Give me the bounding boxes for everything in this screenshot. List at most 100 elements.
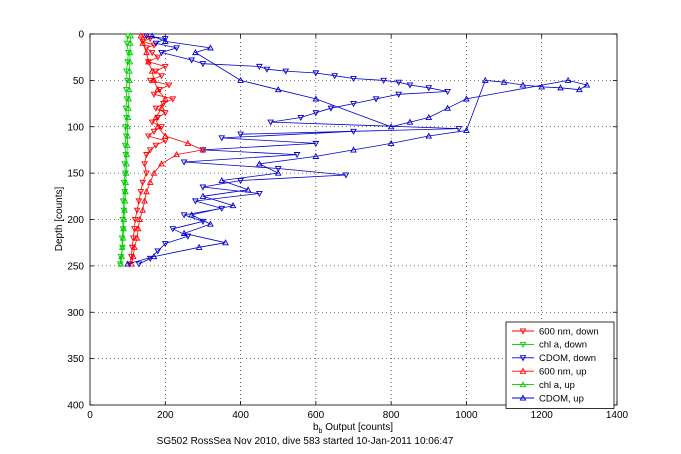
data-point <box>519 381 527 388</box>
data-point <box>143 33 150 40</box>
data-point <box>519 341 527 348</box>
data-point <box>148 119 156 126</box>
data-point <box>274 86 282 93</box>
data-point <box>120 215 128 223</box>
data-point <box>312 152 320 159</box>
legend-entry: 600 nm, up <box>512 367 587 378</box>
legend-label: CDOM, up <box>539 393 584 404</box>
data-point <box>152 113 160 121</box>
data-point <box>128 244 136 251</box>
data-point <box>199 218 207 225</box>
data-point <box>119 243 126 250</box>
data-point <box>124 59 132 66</box>
legend-entry: CDOM, up <box>512 393 584 404</box>
data-point <box>124 132 132 139</box>
data-point <box>387 123 395 130</box>
data-point <box>244 186 252 193</box>
data-point <box>139 179 147 186</box>
data-point <box>395 79 403 86</box>
data-point <box>124 113 132 121</box>
x-tick-label: 600 <box>308 410 325 421</box>
data-point <box>123 151 131 158</box>
data-point <box>139 38 147 45</box>
data-point <box>126 39 134 46</box>
data-point <box>297 114 305 122</box>
data-point <box>154 123 162 130</box>
data-point <box>263 66 271 73</box>
data-point <box>455 126 463 133</box>
data-point <box>463 126 470 133</box>
data-point <box>519 355 527 362</box>
data-point <box>144 133 152 140</box>
data-point <box>122 124 129 131</box>
data-point <box>146 147 154 154</box>
data-point <box>350 146 357 153</box>
data-point <box>135 261 143 268</box>
data-point <box>199 192 207 199</box>
data-point <box>137 32 145 39</box>
series-line <box>127 35 588 265</box>
data-point <box>169 226 177 233</box>
legend-label: chl a, up <box>539 380 575 391</box>
data-point <box>129 253 137 260</box>
data-point <box>119 234 127 241</box>
data-point <box>148 67 156 74</box>
data-point <box>121 197 129 204</box>
data-point <box>312 95 320 102</box>
data-point <box>121 206 128 213</box>
data-point <box>125 86 133 93</box>
data-point <box>133 234 141 241</box>
legend-label: CDOM, down <box>539 353 596 364</box>
data-point <box>350 101 357 108</box>
data-point <box>406 118 414 125</box>
data-point <box>444 104 451 111</box>
series-600-nm-up <box>128 32 207 267</box>
legend: 600 nm, down chl a, down CDOM, down 600 nm,… <box>505 321 615 409</box>
data-point <box>180 212 188 219</box>
x-tick-label: 400 <box>232 410 249 421</box>
data-point <box>173 151 180 158</box>
data-point <box>121 142 129 149</box>
data-point <box>150 169 158 176</box>
data-point <box>139 39 147 46</box>
data-point <box>160 101 167 108</box>
data-point <box>161 241 169 248</box>
data-point <box>158 124 165 131</box>
data-point <box>372 96 380 103</box>
y-tick-label: 0 <box>78 30 84 41</box>
data-point <box>148 32 156 39</box>
data-point <box>173 45 180 52</box>
series-layer <box>116 32 591 268</box>
data-point <box>120 225 127 232</box>
data-point <box>141 197 148 204</box>
data-point <box>121 161 128 168</box>
data-point <box>125 104 132 111</box>
y-tick-label: 200 <box>67 215 84 226</box>
data-point <box>119 198 127 205</box>
data-point <box>131 226 138 233</box>
y-tick-label: 300 <box>67 308 84 319</box>
data-point <box>195 243 203 250</box>
data-point <box>519 367 527 374</box>
data-point <box>152 142 160 149</box>
data-point <box>152 40 160 47</box>
data-point <box>192 198 199 205</box>
data-point <box>117 260 125 267</box>
y-tick-label: 400 <box>67 401 84 412</box>
y-tick-label: 50 <box>73 76 85 87</box>
data-point <box>122 178 130 185</box>
data-point <box>256 63 263 70</box>
data-point <box>564 76 572 83</box>
data-point <box>350 75 357 83</box>
data-point <box>380 77 387 84</box>
data-point <box>188 211 196 218</box>
data-point <box>136 215 144 223</box>
legend-label: chl a, down <box>539 340 587 351</box>
data-point <box>165 82 173 89</box>
y-tick-label: 250 <box>67 261 84 272</box>
data-point <box>444 88 451 96</box>
data-point <box>199 146 207 153</box>
data-point <box>128 260 135 267</box>
data-point <box>144 58 152 65</box>
data-point <box>123 160 130 167</box>
